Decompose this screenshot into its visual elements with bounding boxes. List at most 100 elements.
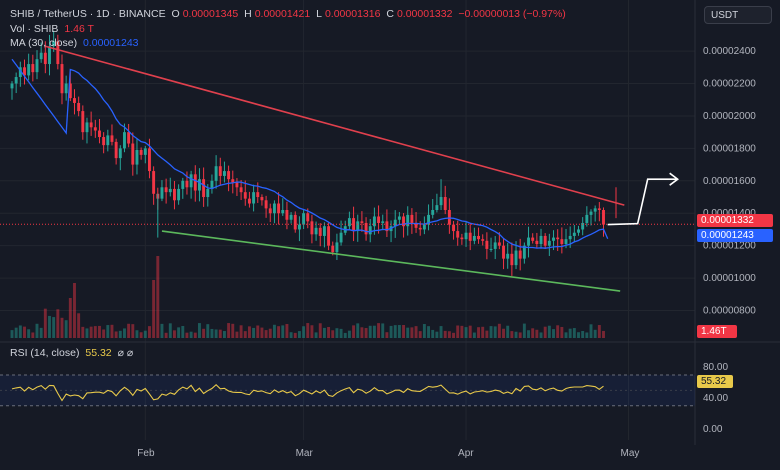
ma-legend[interactable]: MA (30, close) 0.00001243 <box>10 37 142 49</box>
volume-bar <box>547 325 551 338</box>
volume-bar <box>306 323 310 338</box>
volume-bar <box>247 326 251 338</box>
volume-bar <box>477 327 480 338</box>
time-tick-label: May <box>620 448 639 459</box>
candle-body <box>497 242 501 246</box>
candle-body <box>93 127 97 131</box>
candle-body <box>360 221 364 223</box>
candle-body <box>431 210 435 215</box>
time-tick-label: Mar <box>296 448 314 459</box>
volume-bar <box>393 325 397 338</box>
volume-bar <box>35 323 39 338</box>
volume-bar <box>110 324 114 338</box>
candle-body <box>327 226 331 246</box>
candle-body <box>602 210 605 225</box>
volume-bar <box>485 330 489 338</box>
volume-bar <box>402 324 406 338</box>
candle-body <box>552 237 555 241</box>
candle-body <box>460 237 464 240</box>
candle-body <box>535 240 539 245</box>
candle-body <box>189 174 193 188</box>
rsi-visibility-icon[interactable]: ⌀ ⌀ <box>117 347 134 359</box>
candle-body <box>73 98 76 103</box>
candle-body <box>272 203 276 214</box>
candle-body <box>64 83 68 94</box>
candle-body <box>489 248 493 250</box>
volume-bar <box>597 325 601 338</box>
candle-body <box>81 111 85 133</box>
candle-body <box>35 59 39 73</box>
open-label: O <box>171 8 180 20</box>
candle-body <box>27 64 31 76</box>
candle-body <box>85 122 89 133</box>
volume-bar <box>518 332 522 338</box>
rsi-tick-label: 40.00 <box>703 393 728 404</box>
candle-body <box>181 180 185 189</box>
price-pane-bg <box>0 0 695 345</box>
volume-bar <box>331 330 335 338</box>
close-value: 0.00001332 <box>396 8 453 20</box>
volume-bar <box>172 330 176 338</box>
volume-bar <box>206 324 210 338</box>
candle-body <box>293 214 297 230</box>
volume-bar <box>510 331 514 338</box>
volume-bars <box>10 256 605 338</box>
volume-bar <box>148 326 151 338</box>
volume-bar <box>297 331 301 338</box>
ma-label: MA (30, close) <box>10 37 78 49</box>
volume-legend[interactable]: Vol · SHIB 1.46 T <box>10 23 97 35</box>
volume-bar <box>356 323 360 338</box>
candle-body <box>260 197 264 201</box>
volume-bar <box>181 325 185 338</box>
volume-bar <box>231 323 235 338</box>
volume-bar <box>464 327 468 338</box>
volume-bar <box>93 326 97 338</box>
candle-body <box>235 182 239 188</box>
candle-body <box>464 232 468 240</box>
candle-body <box>406 214 410 227</box>
currency-button[interactable]: USDT <box>704 6 772 24</box>
volume-bar <box>218 329 222 338</box>
candle-body <box>572 232 576 236</box>
volume-bar <box>185 332 189 338</box>
volume-bar <box>493 326 497 338</box>
volume-bar <box>531 328 535 338</box>
volume-bar <box>123 328 126 338</box>
candle-body <box>414 222 418 228</box>
candle-body <box>522 245 526 259</box>
change-value: −0.00000013 (−0.97%) <box>458 8 566 20</box>
candle-body <box>206 188 210 198</box>
candle-body <box>68 83 72 99</box>
volume-bar <box>102 329 106 338</box>
symbol-label[interactable]: SHIB / TetherUS · 1D · BINANCE <box>10 8 166 20</box>
volume-bar <box>189 331 193 338</box>
volume-bar <box>210 328 214 338</box>
volume-bar <box>293 332 297 338</box>
candle-body <box>435 205 439 210</box>
candle-body <box>547 240 551 246</box>
candle-body <box>285 210 289 220</box>
rsi-legend[interactable]: RSI (14, close) 55.32 ⌀ ⌀ <box>10 347 136 359</box>
candle-body <box>152 171 156 194</box>
rsi-tag: 55.32 <box>697 375 733 388</box>
last-price-tag: 0.00001332 <box>697 214 773 227</box>
volume-bar <box>89 326 93 338</box>
price-tick-label: 0.00001400 <box>703 208 756 219</box>
volume-bar <box>85 328 89 338</box>
volume-bar <box>281 325 285 338</box>
candle-body <box>23 67 26 76</box>
volume-bar <box>56 309 60 338</box>
volume-bar <box>439 326 443 338</box>
candle-body <box>10 83 14 89</box>
volume-bar <box>406 327 410 338</box>
candle-body <box>98 130 101 138</box>
candle-body <box>385 221 389 232</box>
candle-body <box>597 208 601 210</box>
rsi-tick-label: 0.00 <box>703 424 723 435</box>
volume-bar <box>352 325 356 338</box>
candle-body <box>502 245 505 259</box>
volume-bar <box>227 323 231 338</box>
volume-bar <box>327 326 331 338</box>
candle-body <box>127 132 131 144</box>
